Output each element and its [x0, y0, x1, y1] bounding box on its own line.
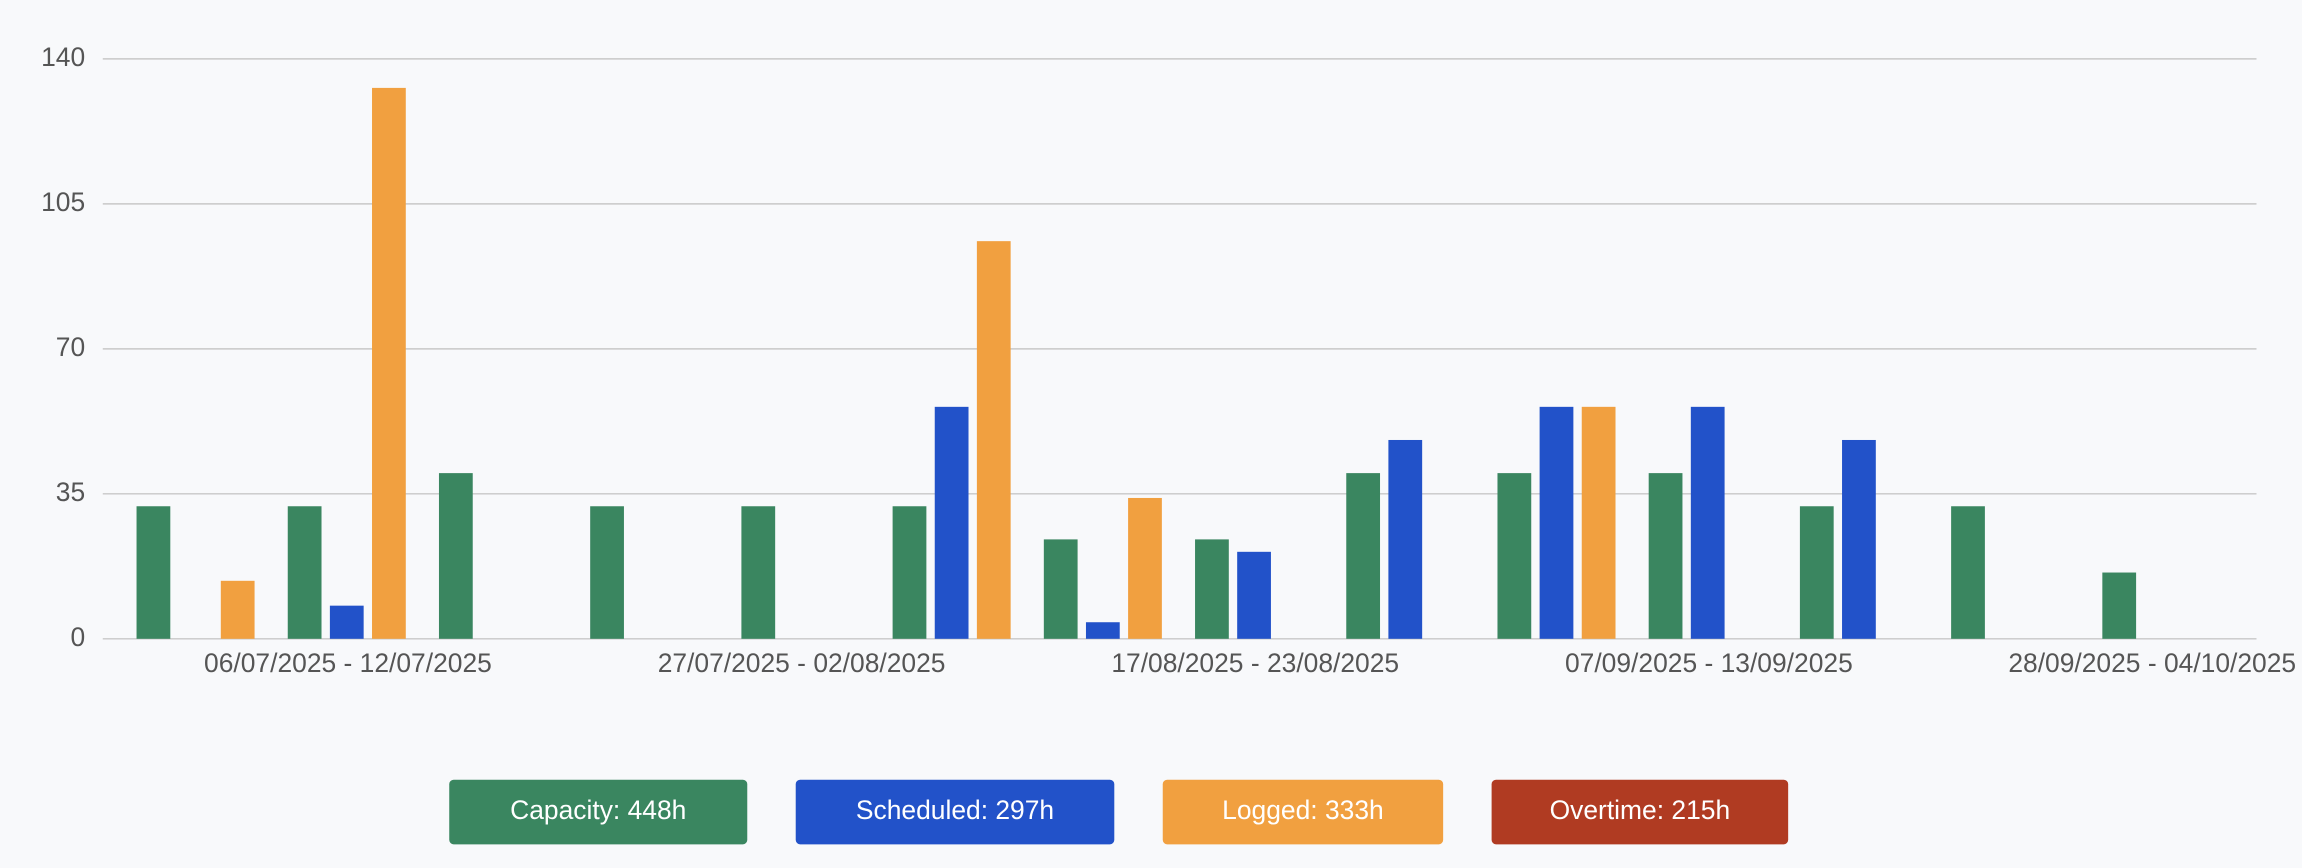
legend-label[interactable]: Overtime: 215h [1550, 795, 1731, 825]
bar [438, 473, 473, 639]
bar [1581, 406, 1616, 639]
bar [2102, 572, 2137, 639]
bar [1648, 473, 1683, 639]
bar [1346, 473, 1381, 639]
bar [1128, 497, 1162, 639]
legend-label[interactable]: Scheduled: 297h [856, 795, 1054, 825]
y-tick-label: 70 [56, 332, 85, 362]
bar [1388, 439, 1423, 639]
bar [372, 87, 406, 639]
x-tick-label: 17/08/2025 - 23/08/2025 [1111, 648, 1399, 678]
bar [1951, 506, 1985, 639]
legend-label[interactable]: Capacity: 448h [510, 795, 686, 825]
bar [1497, 473, 1532, 639]
y-tick-label: 105 [41, 187, 85, 217]
legend-button[interactable] [1491, 779, 1789, 845]
bar [1539, 406, 1574, 639]
legend-button[interactable] [795, 779, 1115, 845]
bar [1842, 439, 1876, 639]
y-tick-label: 140 [41, 42, 85, 72]
x-tick-label: 28/09/2025 - 04/10/2025 [2008, 648, 2296, 678]
bar [934, 406, 969, 639]
x-tick-label: 27/07/2025 - 02/08/2025 [658, 648, 946, 678]
bar [1195, 539, 1229, 639]
legend-label[interactable]: Logged: 333h [1222, 795, 1384, 825]
bar [1237, 551, 1271, 639]
bar [1085, 622, 1120, 639]
legend-button[interactable] [1162, 779, 1444, 845]
bar [976, 241, 1011, 639]
bar [892, 506, 927, 639]
x-tick-label: 06/07/2025 - 12/07/2025 [204, 648, 492, 678]
y-tick-label: 0 [70, 622, 85, 652]
bar [741, 506, 776, 639]
bar [136, 506, 171, 639]
bar [220, 580, 255, 639]
bar [590, 506, 624, 639]
x-tick-label: 07/09/2025 - 13/09/2025 [1565, 648, 1853, 678]
bar [1799, 506, 1834, 639]
y-tick-label: 35 [56, 477, 85, 507]
bar [1043, 539, 1078, 639]
bar [1690, 406, 1725, 639]
legend-button[interactable] [449, 779, 748, 845]
bar [329, 605, 364, 639]
bar [287, 506, 322, 639]
